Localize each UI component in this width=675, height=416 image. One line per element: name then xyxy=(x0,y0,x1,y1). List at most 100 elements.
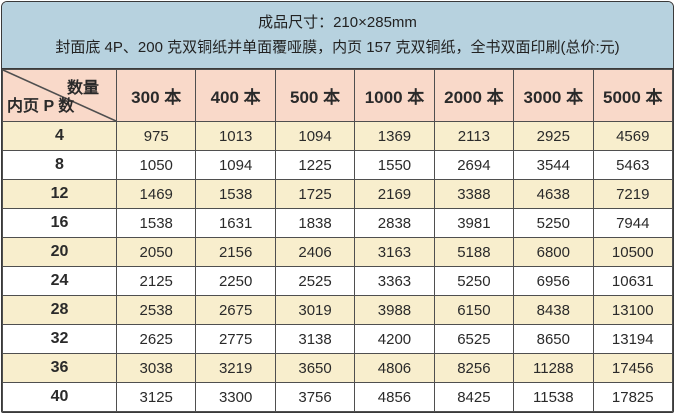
table-row: 20 2050 2156 2406 3163 5188 6800 10500 xyxy=(2,237,673,267)
price-cell: 8650 xyxy=(513,324,594,354)
price-cell: 3981 xyxy=(433,208,515,238)
caption-size-line: 成品尺寸：210×285mm xyxy=(258,13,417,31)
price-cell: 4638 xyxy=(513,179,594,209)
corner-label-quantity: 数量 xyxy=(66,80,99,97)
price-cell: 4856 xyxy=(354,382,435,412)
row-pages-cell: 24 xyxy=(2,266,117,296)
price-cell: 17825 xyxy=(592,382,673,412)
price-cell: 1050 xyxy=(115,150,197,180)
price-cell: 4806 xyxy=(354,353,435,383)
row-pages-cell: 4 xyxy=(2,121,117,151)
price-cell: 1550 xyxy=(354,150,435,180)
price-cell: 3219 xyxy=(195,353,276,383)
price-cell: 1725 xyxy=(274,179,356,209)
price-cell: 1094 xyxy=(274,121,356,151)
price-cell: 6956 xyxy=(513,266,594,296)
price-cell: 3163 xyxy=(354,237,435,267)
price-cell: 3125 xyxy=(115,382,197,412)
table-row: 12 1469 1538 1725 2169 3388 4638 7219 xyxy=(2,179,673,209)
price-cell: 2169 xyxy=(354,179,435,209)
price-cell: 1094 xyxy=(195,150,276,180)
price-cell: 2406 xyxy=(274,237,356,267)
price-cell: 6800 xyxy=(513,237,594,267)
row-pages-cell: 8 xyxy=(2,150,117,180)
row-pages-cell: 16 xyxy=(2,208,117,238)
price-cell: 2525 xyxy=(274,266,356,296)
price-cell: 7944 xyxy=(592,208,673,238)
column-header: 5000 本 xyxy=(592,69,673,122)
price-cell: 1838 xyxy=(274,208,356,238)
price-cell: 2775 xyxy=(195,324,276,354)
caption-banner: 成品尺寸：210×285mm 封面底 4P、200 克双铜纸并单面覆哑膜，内页 … xyxy=(2,2,673,69)
table-row: 36 3038 3219 3650 4806 8256 11288 17456 xyxy=(2,353,673,383)
corner-header-cell: 数量 内页 P 数 xyxy=(2,69,117,122)
column-header: 300 本 xyxy=(115,69,197,122)
price-cell: 13100 xyxy=(592,295,673,325)
row-pages-cell: 40 xyxy=(2,382,117,412)
price-cell: 6525 xyxy=(433,324,515,354)
price-cell: 4200 xyxy=(354,324,435,354)
price-cell: 5250 xyxy=(433,266,515,296)
price-cell: 11288 xyxy=(513,353,594,383)
price-cell: 2925 xyxy=(513,121,594,151)
price-cell: 3038 xyxy=(115,353,197,383)
column-header: 500 本 xyxy=(274,69,356,122)
price-cell: 2625 xyxy=(115,324,197,354)
price-cell: 2250 xyxy=(195,266,276,296)
price-cell: 3300 xyxy=(195,382,276,412)
table-row: 8 1050 1094 1225 1550 2694 3544 5463 xyxy=(2,150,673,180)
table-row: 32 2625 2775 3138 4200 6525 8650 13194 xyxy=(2,324,673,354)
row-pages-cell: 12 xyxy=(2,179,117,209)
price-cell: 3650 xyxy=(274,353,356,383)
price-cell: 2694 xyxy=(433,150,515,180)
price-cell: 5250 xyxy=(513,208,594,238)
price-cell: 2675 xyxy=(195,295,276,325)
price-cell: 1225 xyxy=(274,150,356,180)
price-cell: 2156 xyxy=(195,237,276,267)
price-cell: 3544 xyxy=(513,150,594,180)
price-cell: 17456 xyxy=(592,353,673,383)
row-pages-cell: 28 xyxy=(2,295,117,325)
price-cell: 975 xyxy=(115,121,197,151)
price-cell: 3388 xyxy=(433,179,515,209)
row-pages-cell: 20 xyxy=(2,237,117,267)
row-pages-cell: 36 xyxy=(2,353,117,383)
price-cell: 7219 xyxy=(592,179,673,209)
price-table-body: 4 975 1013 1094 1369 2113 2925 4569 8 10… xyxy=(2,121,673,412)
price-cell: 3988 xyxy=(354,295,435,325)
row-pages-cell: 32 xyxy=(2,324,117,354)
table-row: 24 2125 2250 2525 3363 5250 6956 10631 xyxy=(2,266,673,296)
corner-label-pages: 内页 P 数 xyxy=(7,98,75,115)
table-row: 4 975 1013 1094 1369 2113 2925 4569 xyxy=(2,121,673,151)
price-cell: 2538 xyxy=(115,295,197,325)
header-row: 数量 内页 P 数 300 本 400 本 500 本 1000 本 2000 … xyxy=(2,69,673,122)
caption-spec-line: 封面底 4P、200 克双铜纸并单面覆哑膜，内页 157 克双铜纸，全书双面印刷… xyxy=(55,38,620,56)
price-cell: 8256 xyxy=(433,353,515,383)
price-cell: 3138 xyxy=(274,324,356,354)
column-header: 400 本 xyxy=(195,69,276,122)
price-cell: 5463 xyxy=(592,150,673,180)
diagonal-divider-line xyxy=(3,70,116,121)
price-cell: 1538 xyxy=(115,208,197,238)
price-cell: 3019 xyxy=(274,295,356,325)
price-cell: 11538 xyxy=(513,382,594,412)
price-cell: 1538 xyxy=(195,179,276,209)
column-header: 1000 本 xyxy=(354,69,435,122)
price-cell: 1013 xyxy=(195,121,276,151)
price-cell: 3756 xyxy=(274,382,356,412)
price-cell: 2113 xyxy=(433,121,515,151)
price-cell: 4569 xyxy=(592,121,673,151)
price-cell: 1469 xyxy=(115,179,197,209)
price-cell: 8438 xyxy=(513,295,594,325)
table-row: 40 3125 3300 3756 4856 8425 11538 17825 xyxy=(2,382,673,412)
price-cell: 2838 xyxy=(354,208,435,238)
price-cell: 5188 xyxy=(433,237,515,267)
price-cell: 2050 xyxy=(115,237,197,267)
price-cell: 1631 xyxy=(195,208,276,238)
price-cell: 13194 xyxy=(592,324,673,354)
price-cell: 3363 xyxy=(354,266,435,296)
price-cell: 1369 xyxy=(354,121,435,151)
price-cell: 8425 xyxy=(433,382,515,412)
price-cell: 10500 xyxy=(592,237,673,267)
